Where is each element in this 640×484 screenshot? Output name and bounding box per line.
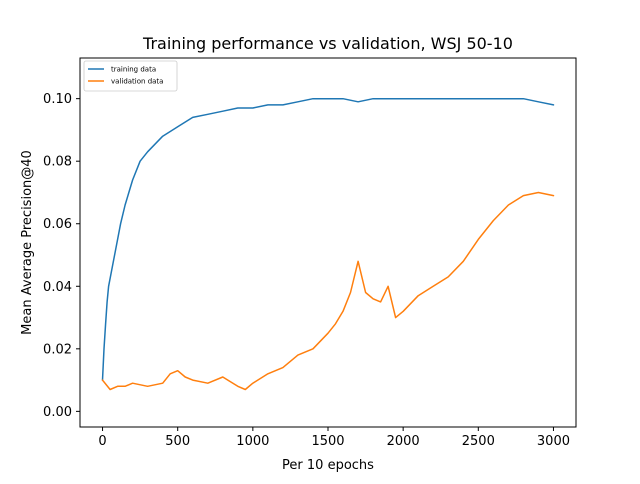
series-line-validation <box>101 191 555 391</box>
y-tick-label: 0.08 <box>43 155 72 170</box>
plot-layer <box>101 97 555 391</box>
legend: training data validation data <box>83 60 178 92</box>
y-tick-label: 0.02 <box>43 342 72 357</box>
y-tick-label: 0.06 <box>43 217 72 232</box>
x-axis: 0 500 1000 1500 2000 2500 3000 <box>98 427 570 449</box>
legend-label: training data <box>111 66 156 74</box>
legend-label: validation data <box>111 78 163 86</box>
x-axis-label: Per 10 epochs <box>282 458 374 473</box>
x-tick-label: 0 <box>98 434 106 449</box>
x-tick-label: 1000 <box>236 434 269 449</box>
y-axis-label: Mean Average Precision@40 <box>20 150 35 335</box>
x-tick-label: 500 <box>165 434 190 449</box>
x-tick-label: 1500 <box>311 434 344 449</box>
y-tick-label: 0.00 <box>43 405 72 420</box>
legend-box <box>83 60 178 92</box>
series-line-training <box>101 97 555 381</box>
chart-title: Training performance vs validation, WSJ … <box>142 34 513 53</box>
x-tick-label: 2000 <box>387 434 420 449</box>
y-tick-label: 0.04 <box>43 280 72 295</box>
y-axis: 0.00 0.02 0.04 0.06 0.08 0.10 <box>43 92 80 420</box>
y-tick-label: 0.10 <box>43 92 72 107</box>
x-tick-label: 2500 <box>462 434 495 449</box>
x-tick-label: 3000 <box>537 434 570 449</box>
